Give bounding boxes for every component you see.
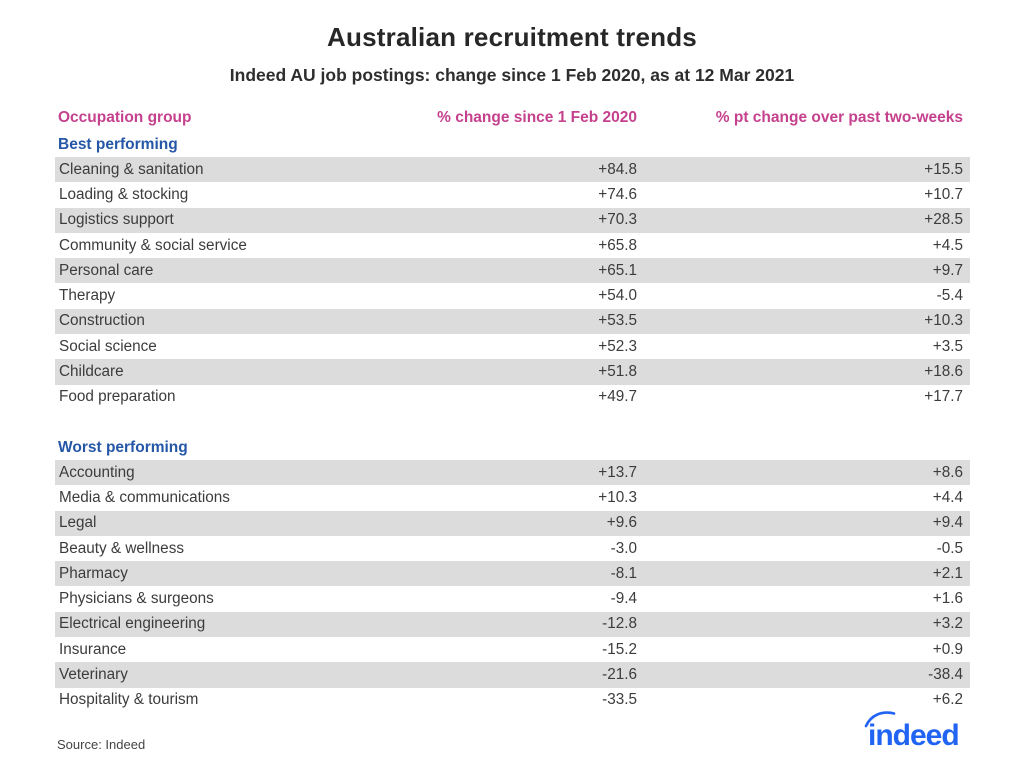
- source-note: Source: Indeed: [57, 736, 146, 752]
- column-header-row: Occupation group % change since 1 Feb 20…: [55, 107, 970, 129]
- two-week-change-cell: +2.1: [932, 564, 963, 582]
- table-row: Electrical engineering -12.8 +3.2: [55, 611, 970, 638]
- section-header-worst-performing: Worst performing: [58, 438, 188, 456]
- table-row: Cleaning & sanitation +84.8 +15.5: [55, 157, 970, 183]
- table-row: Pharmacy -8.1 +2.1: [55, 561, 970, 587]
- two-week-change-cell: +28.5: [924, 211, 963, 229]
- occupation-cell: Legal: [59, 514, 97, 532]
- table-row: Therapy +54.0 -5.4: [55, 283, 970, 309]
- pct-change-cell: +49.7: [598, 388, 637, 406]
- table-row: Social science +52.3 +3.5: [55, 334, 970, 360]
- two-week-change-cell: +18.6: [924, 363, 963, 381]
- indeed-logo: indeed: [864, 711, 960, 752]
- table-row: Personal care +65.1 +9.7: [55, 258, 970, 284]
- figure-footer: Source: Indeed indeed: [55, 711, 970, 767]
- pct-change-cell: +9.6: [606, 514, 637, 532]
- occupation-cell: Insurance: [59, 640, 127, 658]
- pct-change-cell: +84.8: [598, 160, 637, 178]
- pct-change-cell: -3.0: [610, 539, 637, 557]
- table-row: Logistics support +70.3 +28.5: [55, 207, 970, 233]
- pct-change-cell: -21.6: [602, 665, 637, 683]
- occupation-cell: Hospitality & tourism: [59, 691, 199, 709]
- pct-change-cell: +74.6: [598, 185, 637, 203]
- column-header-pct-change: % change since 1 Feb 2020: [437, 109, 637, 126]
- two-week-change-cell: +0.9: [932, 640, 963, 658]
- two-week-change-cell: +4.4: [932, 488, 963, 506]
- two-week-change-cell: +3.5: [932, 337, 963, 355]
- pct-change-cell: +54.0: [598, 287, 637, 305]
- occupation-cell: Beauty & wellness: [59, 539, 184, 557]
- table-row: Legal +9.6 +9.4: [55, 510, 970, 536]
- two-week-change-cell: -5.4: [936, 287, 963, 305]
- page-subtitle: Indeed AU job postings: change since 1 F…: [229, 65, 795, 85]
- recruitment-table: Occupation group % change since 1 Feb 20…: [55, 107, 970, 713]
- pct-change-cell: +70.3: [598, 211, 637, 229]
- table-row: Childcare +51.8 +18.6: [55, 359, 970, 385]
- occupation-cell: Cleaning & sanitation: [59, 160, 204, 178]
- two-week-change-cell: +1.6: [932, 590, 963, 608]
- occupation-cell: Childcare: [59, 363, 124, 381]
- pct-change-cell: +52.3: [598, 337, 637, 355]
- table-row: Beauty & wellness -3.0 -0.5: [55, 535, 970, 562]
- occupation-cell: Physicians & surgeons: [59, 590, 214, 608]
- pct-change-cell: -33.5: [602, 691, 637, 709]
- table-row: Food preparation +49.7 +17.7: [55, 384, 970, 410]
- occupation-cell: Accounting: [59, 463, 135, 481]
- occupation-cell: Media & communications: [59, 488, 230, 506]
- occupation-cell: Food preparation: [59, 388, 176, 406]
- two-week-change-cell: +10.7: [924, 185, 963, 203]
- pct-change-cell: +51.8: [598, 363, 637, 381]
- pct-change-cell: +53.5: [598, 312, 637, 330]
- table-row: Insurance -15.2 +0.9: [55, 637, 970, 663]
- two-week-change-cell: +9.7: [932, 261, 963, 279]
- table-row: Construction +53.5 +10.3: [55, 308, 970, 335]
- pct-change-cell: -8.1: [610, 564, 637, 582]
- section-header-best-performing: Best performing: [58, 136, 178, 153]
- two-week-change-cell: +15.5: [924, 160, 963, 178]
- occupation-cell: Construction: [59, 312, 145, 330]
- table-row: Community & social service +65.8 +4.5: [55, 232, 970, 259]
- section-worst-performing-rows: Accounting +13.7 +8.6 Media & communicat…: [55, 459, 970, 713]
- two-week-change-cell: -38.4: [928, 665, 963, 683]
- logo-wordmark: indeed: [868, 719, 959, 752]
- table-row: Veterinary -21.6 -38.4: [55, 662, 970, 688]
- occupation-cell: Logistics support: [59, 211, 174, 229]
- occupation-cell: Electrical engineering: [59, 615, 206, 633]
- two-week-change-cell: -0.5: [936, 539, 963, 557]
- pct-change-cell: +65.8: [598, 236, 637, 254]
- pct-change-cell: +10.3: [598, 488, 637, 506]
- column-header-occupation-group: Occupation group: [58, 109, 192, 126]
- table-row: Media & communications +10.3 +4.4: [55, 485, 970, 511]
- section-best-performing-rows: Cleaning & sanitation +84.8 +15.5 Loadin…: [55, 157, 970, 410]
- occupation-cell: Loading & stocking: [59, 185, 189, 203]
- occupation-cell: Community & social service: [59, 236, 247, 254]
- occupation-cell: Therapy: [59, 287, 116, 305]
- two-week-change-cell: +6.2: [932, 691, 963, 709]
- pct-change-cell: +13.7: [598, 463, 637, 481]
- pct-change-cell: -15.2: [602, 640, 637, 658]
- table-row: Physicians & surgeons -9.4 +1.6: [55, 586, 970, 612]
- page-title: Australian recruitment trends: [327, 22, 697, 52]
- table-row: Loading & stocking +74.6 +10.7: [55, 182, 970, 208]
- two-week-change-cell: +9.4: [932, 514, 963, 532]
- pct-change-cell: -12.8: [602, 615, 637, 633]
- occupation-cell: Social science: [59, 337, 157, 355]
- two-week-change-cell: +10.3: [924, 312, 963, 330]
- column-header-two-week-change: % pt change over past two-weeks: [715, 109, 963, 126]
- pct-change-cell: -9.4: [610, 590, 637, 608]
- occupation-cell: Pharmacy: [59, 564, 128, 582]
- occupation-cell: Veterinary: [59, 665, 128, 683]
- two-week-change-cell: +8.6: [932, 463, 963, 481]
- two-week-change-cell: +3.2: [932, 615, 963, 633]
- logo-swoosh-icon: [864, 711, 896, 728]
- table-row: Accounting +13.7 +8.6: [55, 459, 970, 486]
- two-week-change-cell: +17.7: [924, 388, 963, 406]
- table-row: Hospitality & tourism -33.5 +6.2: [55, 687, 970, 713]
- occupation-cell: Personal care: [59, 261, 154, 279]
- two-week-change-cell: +4.5: [932, 236, 963, 254]
- pct-change-cell: +65.1: [598, 261, 637, 279]
